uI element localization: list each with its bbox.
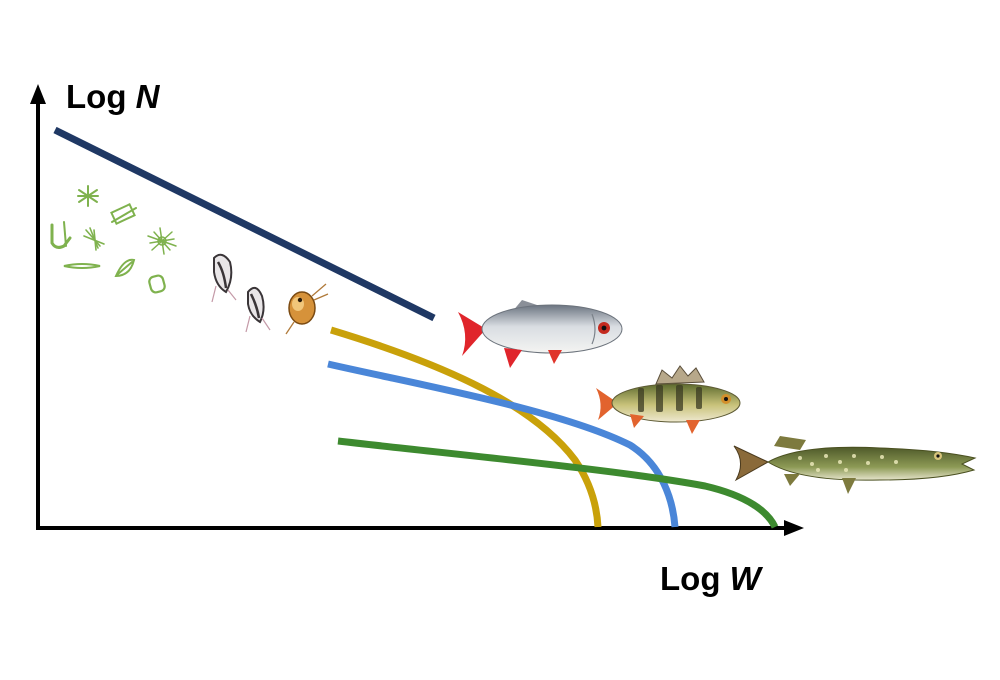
perch-dorsal-fin — [655, 365, 705, 385]
phytoplankton-needles-icon — [83, 227, 105, 251]
phytoplankton-spiky-icon — [147, 227, 177, 255]
phytoplankton-boot-icon — [50, 223, 72, 249]
community-size-spectrum-line — [53, 126, 436, 322]
perch-stripes — [638, 385, 702, 412]
pike-pelvic-fin — [842, 478, 856, 494]
phytoplankton-capsule-icon — [148, 274, 166, 294]
pike-tail-fin — [733, 445, 770, 482]
rotifer-icon-2 — [245, 286, 271, 333]
y-axis-label-prefix: Log — [66, 78, 126, 115]
y-axis-label: Log N — [66, 78, 161, 115]
roach-belly-fin — [504, 348, 522, 368]
phytoplankton-illustration — [50, 185, 177, 294]
pike-size-spectrum-curve — [337, 437, 779, 529]
x-axis-label-variable: W — [730, 560, 764, 597]
x-axis-arrowhead — [784, 520, 804, 536]
y-axis-label-variable: N — [136, 78, 161, 115]
perch-size-spectrum-curve — [327, 360, 679, 528]
rotifer-icon-1 — [211, 253, 237, 303]
perch-belly-fin — [686, 420, 700, 434]
y-axis-arrowhead — [30, 84, 46, 104]
perch-pelvic-fin — [630, 414, 644, 428]
zooplankton-illustration — [211, 253, 329, 335]
phytoplankton-leaf-icon — [114, 258, 136, 278]
pike-dorsal-fin — [774, 436, 806, 450]
x-axis-label: Log W — [660, 560, 764, 597]
spectrum-curves — [53, 126, 779, 529]
phytoplankton-rod-icon — [63, 263, 101, 269]
phytoplankton-chain-icon — [110, 203, 137, 225]
perch-fish-illustration — [596, 365, 741, 434]
pike-body — [767, 446, 977, 481]
pike-spots — [798, 454, 898, 472]
x-axis-label-prefix: Log — [660, 560, 720, 597]
pike-anal-fin — [784, 474, 800, 486]
axes — [30, 84, 804, 536]
copepod-icon — [285, 283, 329, 335]
roach-fish-illustration — [458, 300, 623, 368]
phytoplankton-star-icon — [77, 185, 99, 207]
roach-size-spectrum-curve — [329, 326, 602, 528]
perch-tail-fin — [596, 388, 618, 420]
pike-fish-illustration — [733, 436, 977, 494]
roach-pelvic-fin — [548, 350, 562, 364]
roach-tail-fin — [458, 312, 486, 356]
